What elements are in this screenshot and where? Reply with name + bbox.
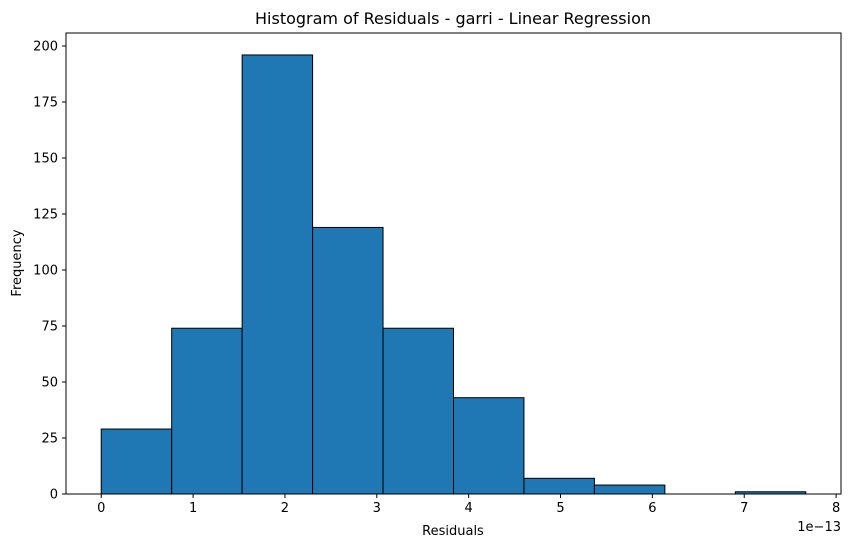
axes-frame xyxy=(65,32,842,495)
histogram-bars xyxy=(100,54,807,495)
y-tick-label: 75 xyxy=(41,319,58,334)
x-tick-label: 8 xyxy=(832,501,840,516)
y-tick-label: 25 xyxy=(41,431,58,446)
x-tick-label: 7 xyxy=(740,501,748,516)
histogram-bar xyxy=(453,397,525,495)
x-tick-label: 6 xyxy=(648,501,656,516)
y-tick-label: 125 xyxy=(33,207,58,222)
histogram-bar xyxy=(382,327,454,495)
x-tick-label: 2 xyxy=(281,501,289,516)
y-tick-label: 50 xyxy=(41,375,58,390)
x-axis-ticks: 0 1 2 3 4 5 6 7 8 xyxy=(97,494,840,516)
histogram-bar xyxy=(171,327,243,495)
y-tick-label: 0 xyxy=(50,488,58,503)
histogram-bar xyxy=(312,226,384,495)
chart-title: Histogram of Residuals - garri - Linear … xyxy=(255,9,651,28)
x-axis-offset-text: 1e−13 xyxy=(797,520,841,535)
x-tick-label: 3 xyxy=(373,501,381,516)
x-axis-label: Residuals xyxy=(422,524,484,539)
histogram-bar xyxy=(593,484,666,495)
y-axis-ticks: 0 25 50 75 100 125 150 175 200 xyxy=(33,39,66,503)
y-axis-label: Frequency xyxy=(10,229,25,296)
histogram-bar xyxy=(100,428,173,495)
x-tick-label: 0 xyxy=(97,501,105,516)
y-tick-label: 200 xyxy=(33,39,58,54)
x-tick-label: 4 xyxy=(465,501,473,516)
x-tick-label: 1 xyxy=(189,501,197,516)
histogram-bar xyxy=(523,477,595,495)
histogram-bar xyxy=(241,54,314,495)
y-tick-label: 150 xyxy=(33,151,58,166)
y-tick-label: 175 xyxy=(33,95,58,110)
y-tick-label: 100 xyxy=(33,263,58,278)
x-tick-label: 5 xyxy=(556,501,564,516)
